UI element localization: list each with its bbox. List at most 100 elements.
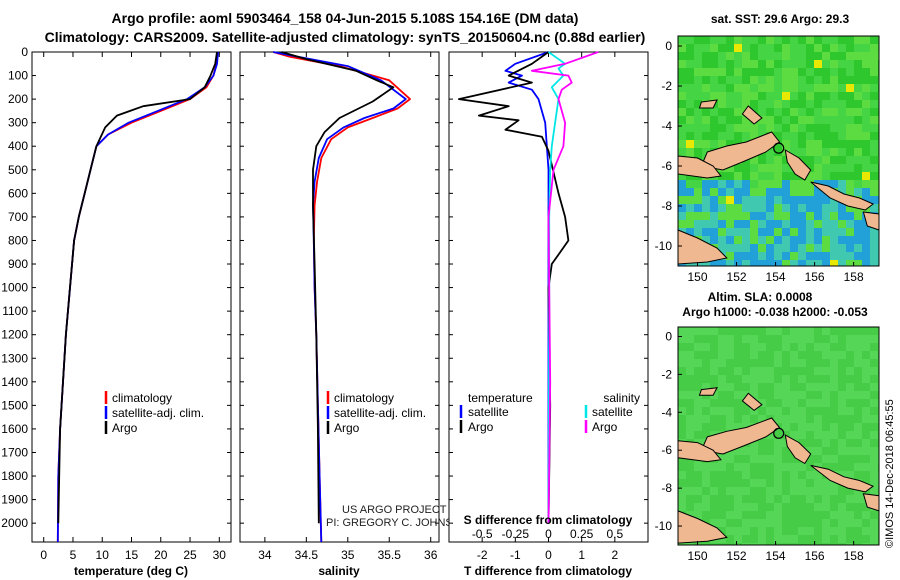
heatmap-cell [790,204,798,212]
heatmap-cell [854,327,862,335]
lat-tick-label: -4 [661,405,672,419]
heatmap-cell [798,36,806,44]
lon-tick-label: 158 [844,270,864,284]
sla-map-axes: 150 152 154 156 158 0 -2 -4 -6 -8 -10 [655,329,864,563]
heatmap-cell [758,236,766,244]
heatmap-cell [774,76,782,84]
heatmap-cell [734,511,742,519]
heatmap-cell [870,359,878,367]
heatmap-cell [742,487,750,495]
heatmap-cell [686,495,694,503]
heatmap-cell [758,44,766,52]
heatmap-cell [686,415,694,423]
heatmap-cell [838,399,846,407]
heatmap-cell [862,527,870,535]
heatmap-cell [854,391,862,399]
heatmap-cell [822,407,830,415]
heatmap-cell [686,100,694,108]
heatmap-cell [814,92,822,100]
heatmap-cell [846,220,854,228]
heatmap-cell [870,180,878,188]
heatmap-cell [782,164,790,172]
heatmap-cell [766,447,774,455]
salinity-depth-ticks [240,51,439,524]
heatmap-cell [678,148,686,156]
heatmap-cell [678,487,686,495]
heatmap-cell [838,172,846,180]
heatmap-cell [718,100,726,108]
heatmap-cell [846,140,854,148]
heatmap-cell [686,511,694,519]
heatmap-cell [726,527,734,535]
heatmap-cell [678,375,686,383]
heatmap-cell [838,76,846,84]
heatmap-cell [750,439,758,447]
heatmap-cell [742,447,750,455]
heatmap-cell [742,92,750,100]
heatmap-cell [814,511,822,519]
heatmap-cell [686,487,694,495]
heatmap-cell [758,164,766,172]
heatmap-cell [838,431,846,439]
heatmap-cell [814,228,822,236]
heatmap-cell [734,519,742,527]
heatmap-cell [814,148,822,156]
x-tick-label: 0 [40,548,47,562]
salinity-legend: climatology satellite-adj. clim. Argo [326,391,426,435]
heatmap-cell [798,503,806,511]
heatmap-cell [782,204,790,212]
heatmap-cell [758,100,766,108]
heatmap-cell [758,439,766,447]
heatmap-cell [758,156,766,164]
heatmap-cell [758,188,766,196]
heatmap-cell [838,439,846,447]
heatmap-cell [790,519,798,527]
heatmap-cell [814,359,822,367]
heatmap-cell [854,367,862,375]
heatmap-cell [774,343,782,351]
heatmap-cell [710,204,718,212]
heatmap-cell [726,511,734,519]
heatmap-cell [838,359,846,367]
heatmap-cell [798,92,806,100]
heatmap-cell [806,236,814,244]
heatmap-cell [678,116,686,124]
heatmap-cell [750,383,758,391]
heatmap-cell [782,351,790,359]
heatmap-cell [742,343,750,351]
heatmap-cell [766,407,774,415]
heatmap-cell [726,479,734,487]
heatmap-cell [710,495,718,503]
heatmap-cell [766,495,774,503]
heatmap-cell [830,36,838,44]
heatmap-cell [782,92,790,100]
heatmap-cell [774,156,782,164]
heatmap-cell [726,84,734,92]
heatmap-cell [734,343,742,351]
heatmap-cell [694,495,702,503]
heatmap-cell [806,124,814,132]
heatmap-cell [798,188,806,196]
heatmap-cell [798,124,806,132]
heatmap-cell [710,196,718,204]
heatmap-cell [822,431,830,439]
heatmap-cell [742,244,750,252]
heatmap-cell [710,140,718,148]
heatmap-cell [862,164,870,172]
heatmap-cell [702,383,710,391]
lon-tick-label: 150 [687,270,707,284]
heatmap-cell [766,156,774,164]
heatmap-cell [822,327,830,335]
heatmap-cell [806,423,814,431]
heatmap-cell [774,212,782,220]
difference-legend-salinity: salinity satellite Argo [584,391,640,434]
heatmap-cell [702,76,710,84]
heatmap-cell [814,252,822,260]
heatmap-cell [846,148,854,156]
heatmap-cell [870,244,878,252]
heatmap-cell [822,196,830,204]
heatmap-cell [742,124,750,132]
heatmap-cell [830,327,838,335]
heatmap-cell [782,108,790,116]
heatmap-cell [806,359,814,367]
